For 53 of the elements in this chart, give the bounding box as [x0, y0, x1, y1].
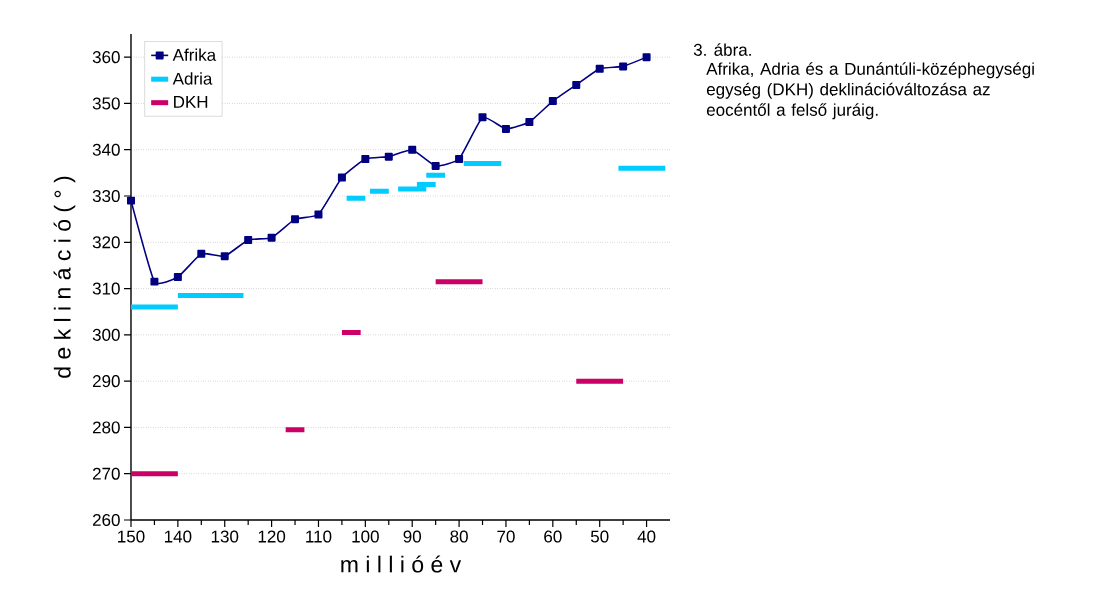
y-tick-label: 280	[92, 421, 120, 434]
point	[572, 80, 581, 89]
point	[337, 173, 346, 182]
legend-label: Adria	[172, 72, 213, 85]
x-tick-label: 140	[164, 530, 192, 543]
text: 3. ábra.	[693, 43, 751, 56]
y-tick-label: 320	[92, 236, 120, 249]
point	[478, 113, 487, 122]
point	[595, 64, 604, 73]
point	[525, 117, 534, 126]
x-tick-label: 70	[497, 530, 515, 543]
x-tick-label: 80	[450, 530, 468, 543]
point	[173, 273, 182, 281]
point	[314, 210, 323, 219]
x-tick-label: 90	[403, 530, 422, 543]
point	[431, 161, 440, 170]
point	[197, 249, 206, 258]
x-tick-label: 50	[590, 530, 609, 543]
x-tick-label: 40	[637, 530, 656, 543]
point	[126, 196, 135, 205]
y-tick-label: 260	[92, 513, 120, 527]
x-tick-label: 120	[258, 530, 286, 543]
point	[619, 62, 628, 71]
point	[642, 53, 651, 62]
x-tick-label: 60	[544, 530, 562, 543]
point	[501, 124, 510, 133]
y-tick-label: 270	[92, 467, 120, 480]
point	[244, 235, 253, 244]
x-tick-label: 110	[306, 530, 332, 543]
y-tick-label: 360	[92, 51, 120, 64]
point	[455, 154, 464, 163]
point	[408, 145, 417, 154]
legend-label: Afrika	[172, 48, 217, 61]
x-axis-title: m i l l i ó é v	[341, 555, 462, 573]
point	[150, 277, 159, 286]
legend-label: DKH	[174, 96, 208, 108]
y-tick-label: 290	[92, 375, 120, 388]
x-tick-label: 100	[352, 530, 379, 543]
y-tick-label: 310	[92, 282, 120, 295]
y-tick-label: 330	[92, 189, 120, 203]
point	[361, 154, 370, 163]
point	[548, 97, 557, 106]
y-tick-label: 300	[92, 328, 120, 341]
y-axis-title: d e k l i n á c i ó ( ° )	[53, 176, 76, 378]
point	[384, 152, 393, 161]
y-tick-label: 340	[92, 143, 120, 156]
x-tick-label: 150	[118, 530, 145, 543]
y-tick-label: 350	[92, 97, 120, 110]
x-tick-label: 130	[211, 530, 239, 543]
point	[291, 215, 300, 224]
text: Afrika, Adria és a Dunántúli-középhegységi egység (DKH) deklinációváltozása az eocéntől a felső juráig.	[706, 62, 1034, 120]
point	[267, 233, 276, 242]
point	[220, 252, 229, 261]
